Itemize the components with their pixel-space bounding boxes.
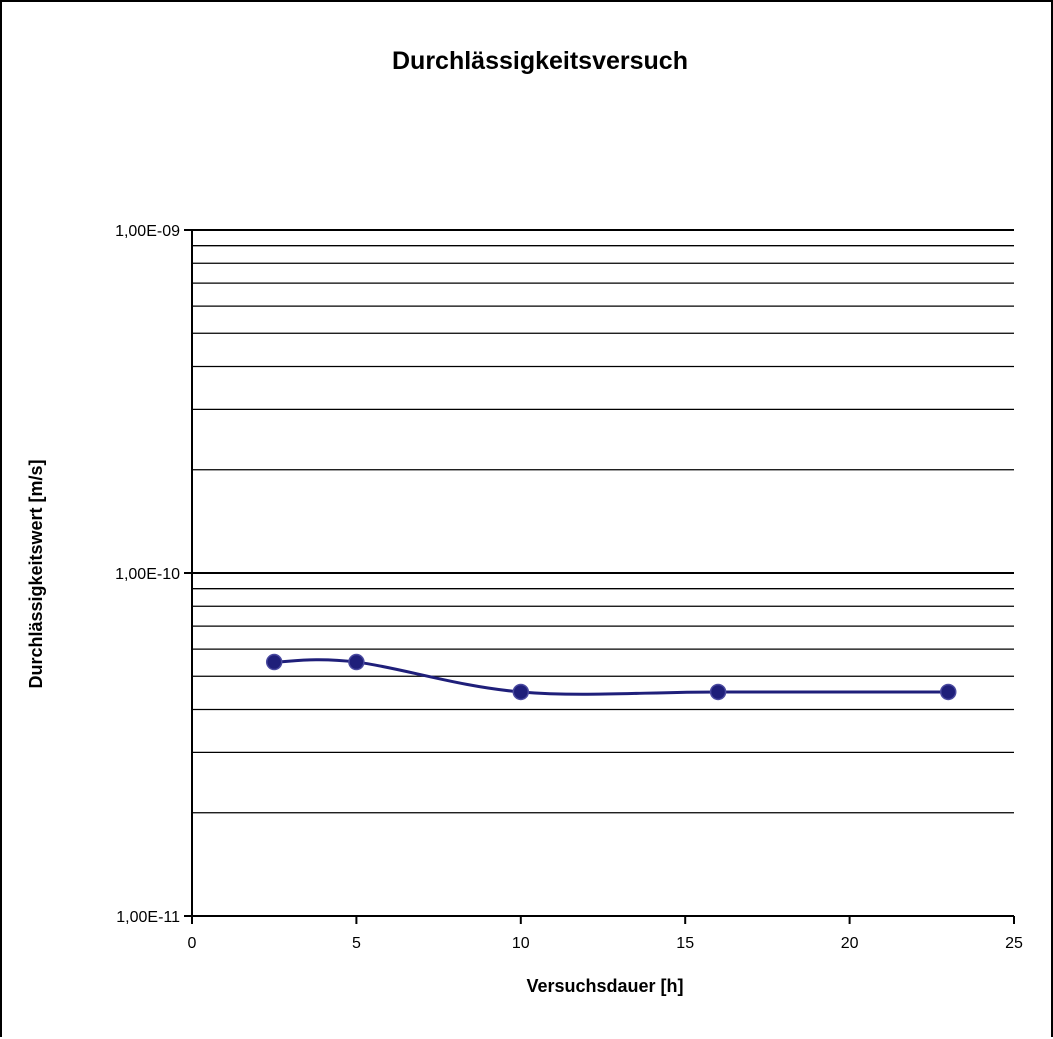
x-tick-label: 15: [676, 935, 694, 952]
x-tick-label: 25: [1005, 935, 1023, 952]
data-point: [512, 683, 530, 701]
tick-labels: 0 5 10 15 20 25 1,00E-11 1,00E-10 1,00E-09: [115, 223, 1023, 952]
x-tick-label: 5: [352, 935, 361, 952]
data-point: [265, 653, 283, 671]
x-axis-label: Versuchsdauer [h]: [526, 976, 683, 996]
x-tick-label: 0: [188, 935, 197, 952]
y-axis-label: Durchlässigkeitswert [m/s]: [26, 459, 46, 688]
data-point: [709, 683, 727, 701]
x-tick-label: 20: [841, 935, 859, 952]
chart-title: Durchlässigkeitsversuch: [392, 47, 688, 75]
y-tick-label: 1,00E-09: [115, 223, 180, 240]
x-tick-label: 10: [512, 935, 530, 952]
data-point: [348, 653, 365, 671]
y-tick-label: 1,00E-10: [115, 566, 180, 583]
y-tick-label: 1,00E-11: [116, 909, 180, 926]
data-point: [939, 683, 957, 701]
grid-lines: [192, 229, 1014, 814]
series: [265, 653, 957, 701]
series-line: [274, 658, 949, 696]
axes: [184, 229, 1015, 924]
